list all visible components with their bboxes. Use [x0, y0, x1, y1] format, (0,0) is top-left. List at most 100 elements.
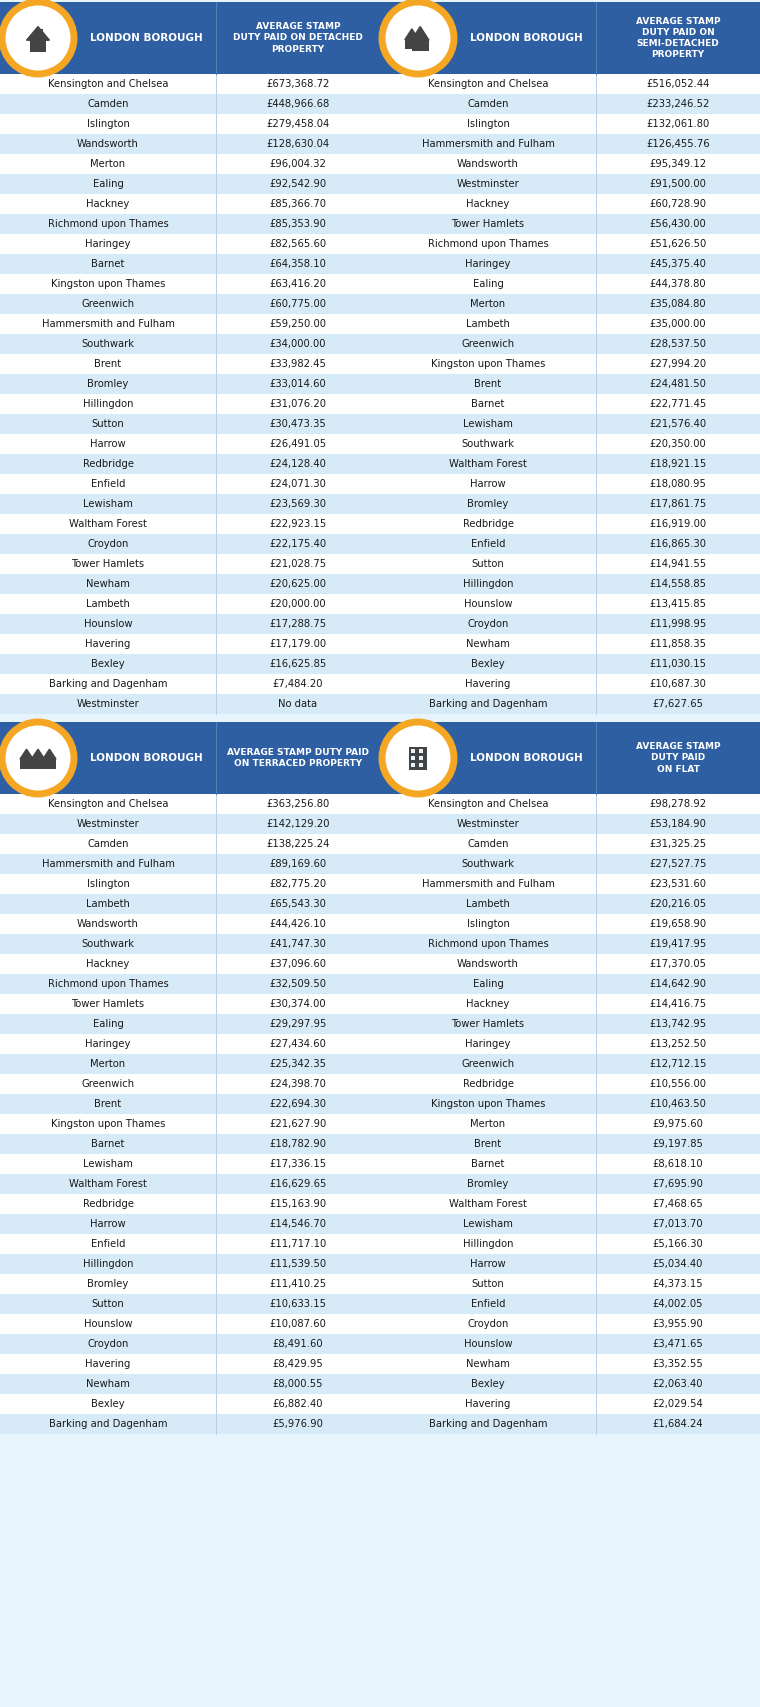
Bar — [380, 73, 760, 94]
Text: £17,288.75: £17,288.75 — [270, 620, 327, 628]
Text: £31,325.25: £31,325.25 — [650, 840, 707, 848]
Text: Bexley: Bexley — [471, 1379, 505, 1389]
Text: Harrow: Harrow — [470, 480, 506, 488]
Text: £51,626.50: £51,626.50 — [649, 239, 707, 249]
Text: £24,481.50: £24,481.50 — [650, 379, 707, 389]
Text: Barnet: Barnet — [471, 399, 505, 410]
Bar — [380, 213, 760, 234]
Polygon shape — [31, 749, 45, 760]
Text: Ealing: Ealing — [93, 179, 123, 189]
Text: Camden: Camden — [467, 840, 508, 848]
Text: £18,782.90: £18,782.90 — [270, 1139, 327, 1149]
Bar — [380, 1234, 760, 1255]
Text: LONDON BOROUGH: LONDON BOROUGH — [470, 32, 582, 43]
Text: £10,633.15: £10,633.15 — [270, 1299, 327, 1309]
Bar — [0, 1214, 380, 1234]
Polygon shape — [411, 27, 429, 41]
Bar — [380, 174, 760, 195]
Text: £21,028.75: £21,028.75 — [270, 558, 327, 568]
Bar — [0, 835, 380, 854]
Bar — [380, 1395, 760, 1413]
Text: Greenwich: Greenwich — [461, 1058, 515, 1069]
Bar — [380, 934, 760, 954]
Text: £6,882.40: £6,882.40 — [273, 1400, 323, 1408]
Bar — [0, 294, 380, 314]
Text: £22,923.15: £22,923.15 — [269, 519, 327, 529]
Text: Croydon: Croydon — [87, 539, 128, 550]
Bar — [380, 1413, 760, 1434]
Text: Hillingdon: Hillingdon — [83, 1260, 133, 1268]
Bar — [380, 913, 760, 934]
Text: Ealing: Ealing — [473, 980, 503, 988]
Text: Waltham Forest: Waltham Forest — [69, 519, 147, 529]
Bar — [0, 493, 380, 514]
Bar — [380, 954, 760, 975]
Bar — [0, 275, 380, 294]
Text: Enfield: Enfield — [90, 1239, 125, 1250]
Bar — [380, 1094, 760, 1115]
Text: £7,484.20: £7,484.20 — [273, 679, 323, 690]
Text: Merton: Merton — [470, 299, 505, 309]
Bar — [0, 114, 380, 135]
Text: £7,695.90: £7,695.90 — [653, 1180, 704, 1190]
Bar — [0, 1413, 380, 1434]
Text: £673,368.72: £673,368.72 — [266, 79, 330, 89]
Text: Sutton: Sutton — [472, 1279, 505, 1289]
Bar — [0, 1133, 380, 1154]
Text: £31,076.20: £31,076.20 — [270, 399, 327, 410]
Text: £24,398.70: £24,398.70 — [270, 1079, 327, 1089]
Text: £92,542.90: £92,542.90 — [270, 179, 327, 189]
Bar — [0, 254, 380, 275]
Bar — [380, 1273, 760, 1294]
Circle shape — [2, 2, 74, 73]
Text: Bromley: Bromley — [467, 1180, 508, 1190]
Text: Hackney: Hackney — [87, 959, 130, 970]
Text: Richmond upon Thames: Richmond upon Thames — [48, 980, 169, 988]
Bar — [380, 275, 760, 294]
Text: Camden: Camden — [87, 840, 128, 848]
Text: Kensington and Chelsea: Kensington and Chelsea — [48, 79, 168, 89]
Bar — [0, 654, 380, 674]
Bar — [380, 314, 760, 335]
Bar — [0, 1154, 380, 1174]
Text: Wandsworth: Wandsworth — [77, 138, 139, 149]
Text: £32,509.50: £32,509.50 — [270, 980, 327, 988]
Text: £45,375.40: £45,375.40 — [650, 259, 707, 270]
Text: £138,225.24: £138,225.24 — [266, 840, 330, 848]
Text: Kingston upon Thames: Kingston upon Thames — [51, 278, 165, 288]
Text: Islington: Islington — [467, 119, 509, 130]
Bar — [0, 1115, 380, 1133]
Text: Tower Hamlets: Tower Hamlets — [71, 999, 144, 1009]
Bar — [0, 1014, 380, 1034]
Text: £5,166.30: £5,166.30 — [653, 1239, 703, 1250]
Text: £41,747.30: £41,747.30 — [270, 939, 327, 949]
Bar — [0, 954, 380, 975]
Text: £14,558.85: £14,558.85 — [650, 579, 707, 589]
Bar — [0, 1053, 380, 1074]
Bar — [380, 1133, 760, 1154]
Bar — [380, 674, 760, 695]
Bar — [380, 1214, 760, 1234]
Text: £4,002.05: £4,002.05 — [653, 1299, 703, 1309]
Bar — [380, 154, 760, 174]
Bar — [0, 195, 380, 213]
Text: £35,000.00: £35,000.00 — [650, 319, 706, 329]
Text: £44,426.10: £44,426.10 — [270, 918, 327, 929]
Text: Newham: Newham — [466, 1359, 510, 1369]
Text: Havering: Havering — [85, 638, 131, 649]
Text: £16,865.30: £16,865.30 — [650, 539, 707, 550]
Text: £21,627.90: £21,627.90 — [269, 1120, 327, 1128]
Text: Merton: Merton — [90, 159, 125, 169]
Text: £132,061.80: £132,061.80 — [646, 119, 710, 130]
Bar — [380, 1034, 760, 1053]
Bar — [0, 415, 380, 434]
Bar — [0, 874, 380, 894]
Text: £60,775.00: £60,775.00 — [270, 299, 327, 309]
Text: £7,013.70: £7,013.70 — [653, 1219, 703, 1229]
Bar — [380, 1374, 760, 1395]
Bar — [380, 654, 760, 674]
Text: Wandsworth: Wandsworth — [457, 159, 519, 169]
Text: Westminster: Westminster — [77, 819, 139, 830]
Text: Westminster: Westminster — [457, 819, 519, 830]
Bar — [380, 1333, 760, 1354]
